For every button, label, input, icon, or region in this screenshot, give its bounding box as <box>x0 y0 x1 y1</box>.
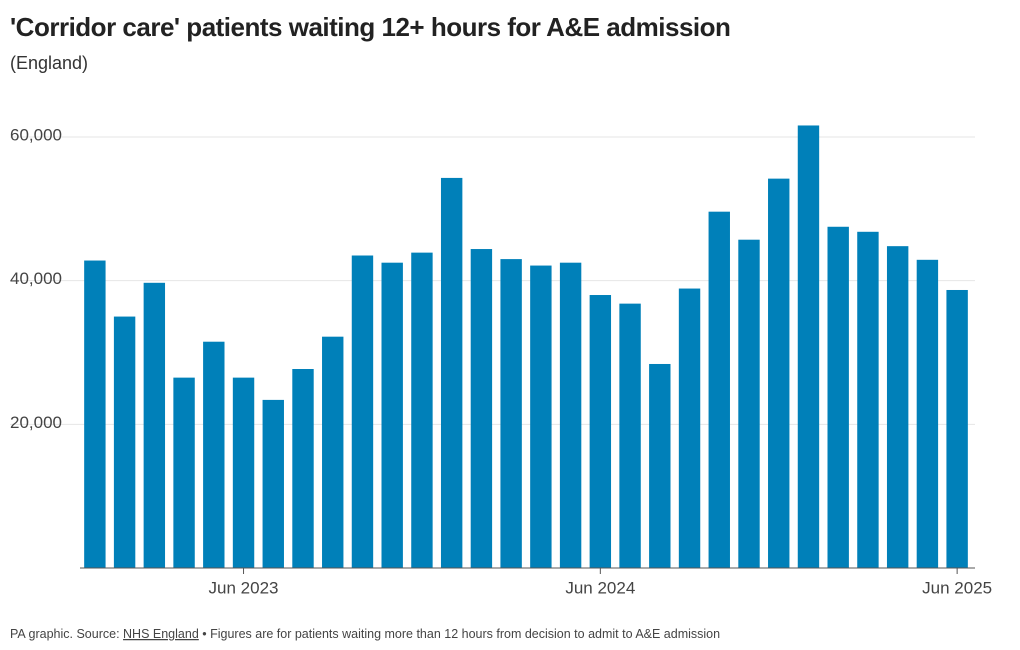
bar <box>946 289 968 568</box>
bar <box>500 259 522 568</box>
source-prefix: PA graphic. Source: <box>10 627 123 641</box>
source: PA graphic. Source: NHS England • Figure… <box>10 627 720 641</box>
bar <box>143 282 166 568</box>
bar <box>649 363 671 568</box>
bar <box>203 341 225 568</box>
bar <box>173 377 195 568</box>
bar <box>470 249 493 568</box>
source-link[interactable]: NHS England <box>123 627 199 641</box>
bar <box>768 178 790 568</box>
bar <box>857 231 879 568</box>
y-tick-label: 60,000 <box>10 125 62 144</box>
bar <box>322 336 344 568</box>
x-tick-label: Jun 2024 <box>565 578 635 597</box>
bar <box>262 399 284 568</box>
bar <box>678 288 701 568</box>
chart-subtitle: (England) <box>10 53 88 73</box>
bar <box>589 295 612 568</box>
source-note: • Figures are for patients waiting more … <box>199 627 720 641</box>
bar <box>411 252 433 569</box>
bar <box>886 246 909 568</box>
bar <box>708 211 730 568</box>
bar <box>827 226 849 569</box>
y-tick-label: 20,000 <box>10 413 62 432</box>
bar <box>797 125 820 569</box>
x-tick-label: Jun 2025 <box>922 578 992 597</box>
bar <box>232 377 255 568</box>
y-tick-label: 40,000 <box>10 269 62 288</box>
bar <box>440 177 463 568</box>
bar <box>84 260 106 568</box>
bar <box>113 316 136 568</box>
bar <box>559 262 582 568</box>
bar <box>530 265 552 568</box>
chart-title: 'Corridor care' patients waiting 12+ hou… <box>10 12 730 42</box>
bar <box>738 239 760 569</box>
bar <box>292 369 314 568</box>
bar <box>619 303 641 568</box>
bar <box>916 259 939 568</box>
bar <box>381 262 403 568</box>
x-tick-label: Jun 2023 <box>209 578 279 597</box>
bar <box>351 255 374 568</box>
